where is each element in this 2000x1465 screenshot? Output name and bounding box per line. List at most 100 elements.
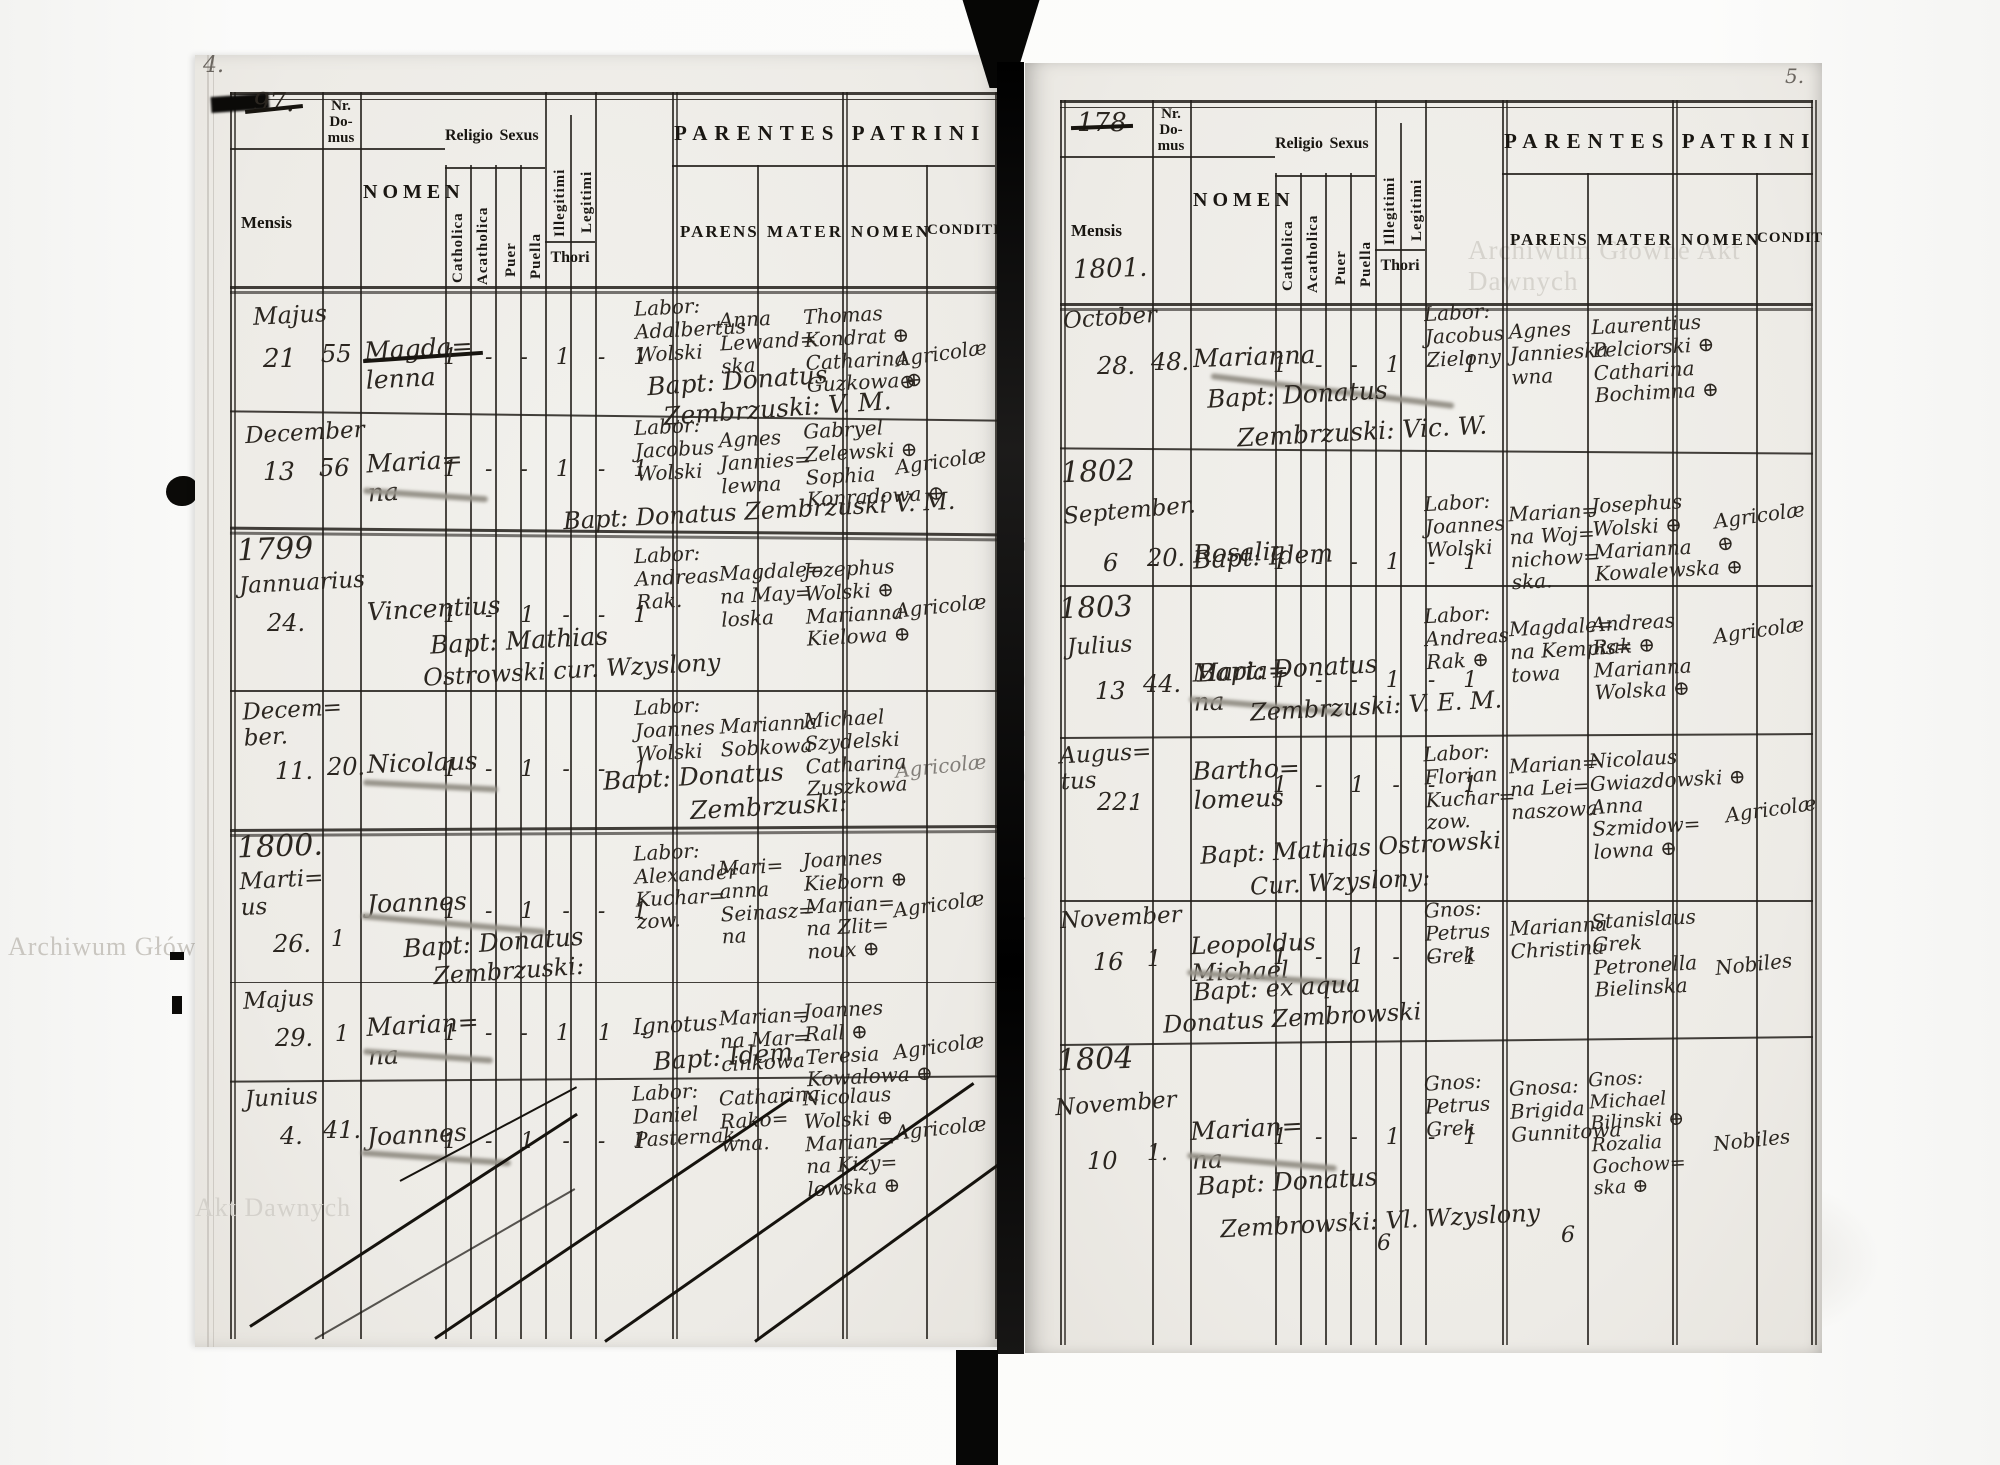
header-acatholica: Acatholica [475, 206, 491, 285]
header-nomen: NOMEN [1193, 189, 1295, 211]
row-line [1059, 733, 1813, 739]
tally-marks: 1 - 1 - - 1 [443, 757, 651, 782]
row-line [1060, 447, 1813, 455]
grid-line [1152, 100, 1154, 1345]
header-conditio: CONDITIO [1757, 230, 1822, 246]
header-religio: Religio [445, 127, 493, 144]
day-number: 29. [275, 1024, 314, 1052]
father-entry: Labor: Jacobus Wolski [633, 412, 715, 486]
day-number: 13 [1095, 677, 1126, 705]
page-number: 5. [1785, 64, 1805, 88]
father-entry: Labor: Andreas Rak. [633, 540, 720, 614]
house-number: 20. [1147, 544, 1186, 572]
header-parens: PARENS [1510, 230, 1589, 249]
header-thori: Thori [550, 249, 590, 266]
day-number: 16 [1093, 948, 1124, 976]
header-patrini: PATRINI [1681, 129, 1817, 153]
header-nomen: NOMEN [363, 181, 465, 203]
header-thori: Thori [1380, 257, 1420, 274]
grid-line [1811, 100, 1813, 1345]
grid-line [1587, 173, 1589, 1345]
header-sexus: Sexus [1329, 135, 1369, 152]
tally-marks: 1 - - 1 1 - [443, 1021, 651, 1046]
year-label: 1802 [1060, 452, 1136, 490]
grid-line [1300, 173, 1302, 1345]
grid-line [1275, 173, 1277, 1345]
father-entry: Ignotus [632, 1010, 719, 1041]
tally-marks: 1 - - 1 - 1 [1273, 1125, 1481, 1150]
house-number: 1 [331, 927, 345, 952]
header-nr-domus: Nr. Do- mus [327, 98, 355, 146]
house-number: 56 [319, 454, 350, 482]
header-patrini-nomen: NOMEN [1681, 230, 1762, 249]
grid-line [545, 92, 547, 1339]
header-catholica: Catholica [1280, 220, 1296, 291]
binding-gap [997, 62, 1024, 1354]
grid-line [1375, 100, 1377, 1345]
month-cell: Decem= ber. [241, 694, 343, 752]
grid-line [445, 167, 545, 169]
grid-line [757, 165, 759, 1339]
year-label: 1801. [1072, 252, 1148, 286]
edge-mark [170, 952, 184, 960]
header-patrini: PATRINI [851, 121, 987, 145]
baptism-note: Zembrzuski: [689, 787, 849, 826]
row-line [230, 982, 997, 983]
grid-line [1325, 173, 1327, 1345]
month-cell: December [244, 416, 366, 450]
edge-mark [172, 996, 182, 1014]
header-parentes: PARENTES [1504, 129, 1671, 153]
day-number: 4. [280, 1122, 303, 1150]
day-number: 22. [1097, 788, 1136, 816]
father-entry: Labor: Joannes Wolski [633, 692, 716, 766]
binding-ink-blob [166, 476, 198, 506]
grid-line [470, 165, 472, 1339]
grid-line [1375, 249, 1425, 251]
page-number: 4. [203, 55, 224, 78]
header-puella: Puella [1358, 241, 1374, 287]
month-cell: October [1062, 301, 1158, 335]
left-page: 4. 97. Nr. Do- mus Me [195, 55, 1005, 1347]
year-label: 1804 [1056, 1040, 1134, 1079]
house-number: 1. [1147, 1141, 1168, 1166]
year-label: 1803 [1058, 588, 1134, 626]
grid-line [495, 165, 497, 1339]
header-conditio: CONDITIO [927, 222, 1005, 238]
tally-marks: 1 - 1 - - 1 [1273, 773, 1481, 798]
header-catholica: Catholica [450, 212, 466, 283]
row-line [229, 824, 998, 833]
tally-marks: 1 - 1 - - 1 [443, 603, 651, 628]
tally-marks: 1 - - 1 - 1 [443, 457, 651, 482]
grid-line [1060, 303, 1813, 306]
condition-entry: Nobiles [1713, 948, 1794, 980]
godparents-entry: Michael Szydelski Catharina Zuszkowa [802, 704, 909, 801]
grid-line [322, 92, 324, 1339]
header-illegitimi: Illegitimi [1382, 176, 1398, 245]
year-label: 1799 [236, 530, 314, 569]
tally-marks: 1 - - 1 - 1 [1273, 550, 1481, 575]
month-cell: Julius [1066, 631, 1134, 661]
tally-marks: 1 - 1 - - 1 [1273, 945, 1481, 970]
grid-line [230, 92, 232, 1339]
month-cell: Marti= us [238, 864, 325, 922]
grid-line [1756, 173, 1758, 1345]
grid-line [1672, 100, 1674, 1345]
tally-marks: 1 - - 1 - 1 [1273, 353, 1481, 378]
godparents-entry: Andreas Rak ⊕ Marianna Wolska ⊕ [1590, 608, 1693, 705]
header-puer: Puer [1333, 250, 1349, 285]
grid-line [1060, 156, 1275, 158]
day-number: 26. [273, 930, 312, 958]
grid-line [230, 148, 445, 150]
header-nr-domus: Nr. Do- mus [1157, 106, 1185, 154]
grid-line [1502, 173, 1813, 175]
father-entry: Labor: Florian Kuchar= zow. [1422, 738, 1516, 835]
tally-marks: 1 - - 1 - 1 [1273, 668, 1481, 693]
grid-line [672, 165, 995, 167]
day-number: 21 [263, 344, 297, 374]
grid-line [230, 99, 997, 100]
day-number: 24. [267, 609, 306, 637]
header-religio: Religio [1275, 135, 1323, 152]
right-page: 5. Archiwum Główne Akt Dawnych 178 [1025, 63, 1822, 1353]
month-cell: Junius [244, 1083, 319, 1113]
father-entry: Gnos: Petrus Grek [1423, 1068, 1491, 1142]
